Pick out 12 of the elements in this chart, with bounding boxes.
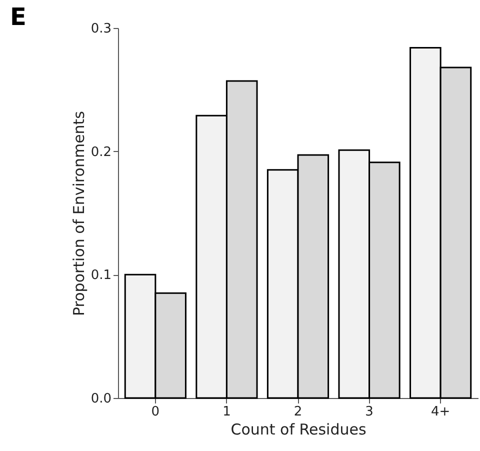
x-tick-label: 0 — [151, 404, 160, 420]
y-tick-label: 0.0 — [90, 392, 112, 406]
x-tick-label: 1 — [222, 404, 231, 420]
y-axis-title: Proportion of Environments — [70, 110, 88, 316]
y-tick-label: 0.1 — [90, 268, 112, 284]
text: E — [10, 3, 26, 31]
x-tick-label: 2 — [294, 404, 302, 420]
x-tick-label: 4+ — [430, 404, 450, 420]
y-tick-label: 0.2 — [90, 144, 112, 160]
x-axis-title: Count of Residues — [230, 420, 366, 438]
x-tick-label: 3 — [365, 404, 374, 420]
y-tick-label: 0.3 — [90, 22, 112, 36]
